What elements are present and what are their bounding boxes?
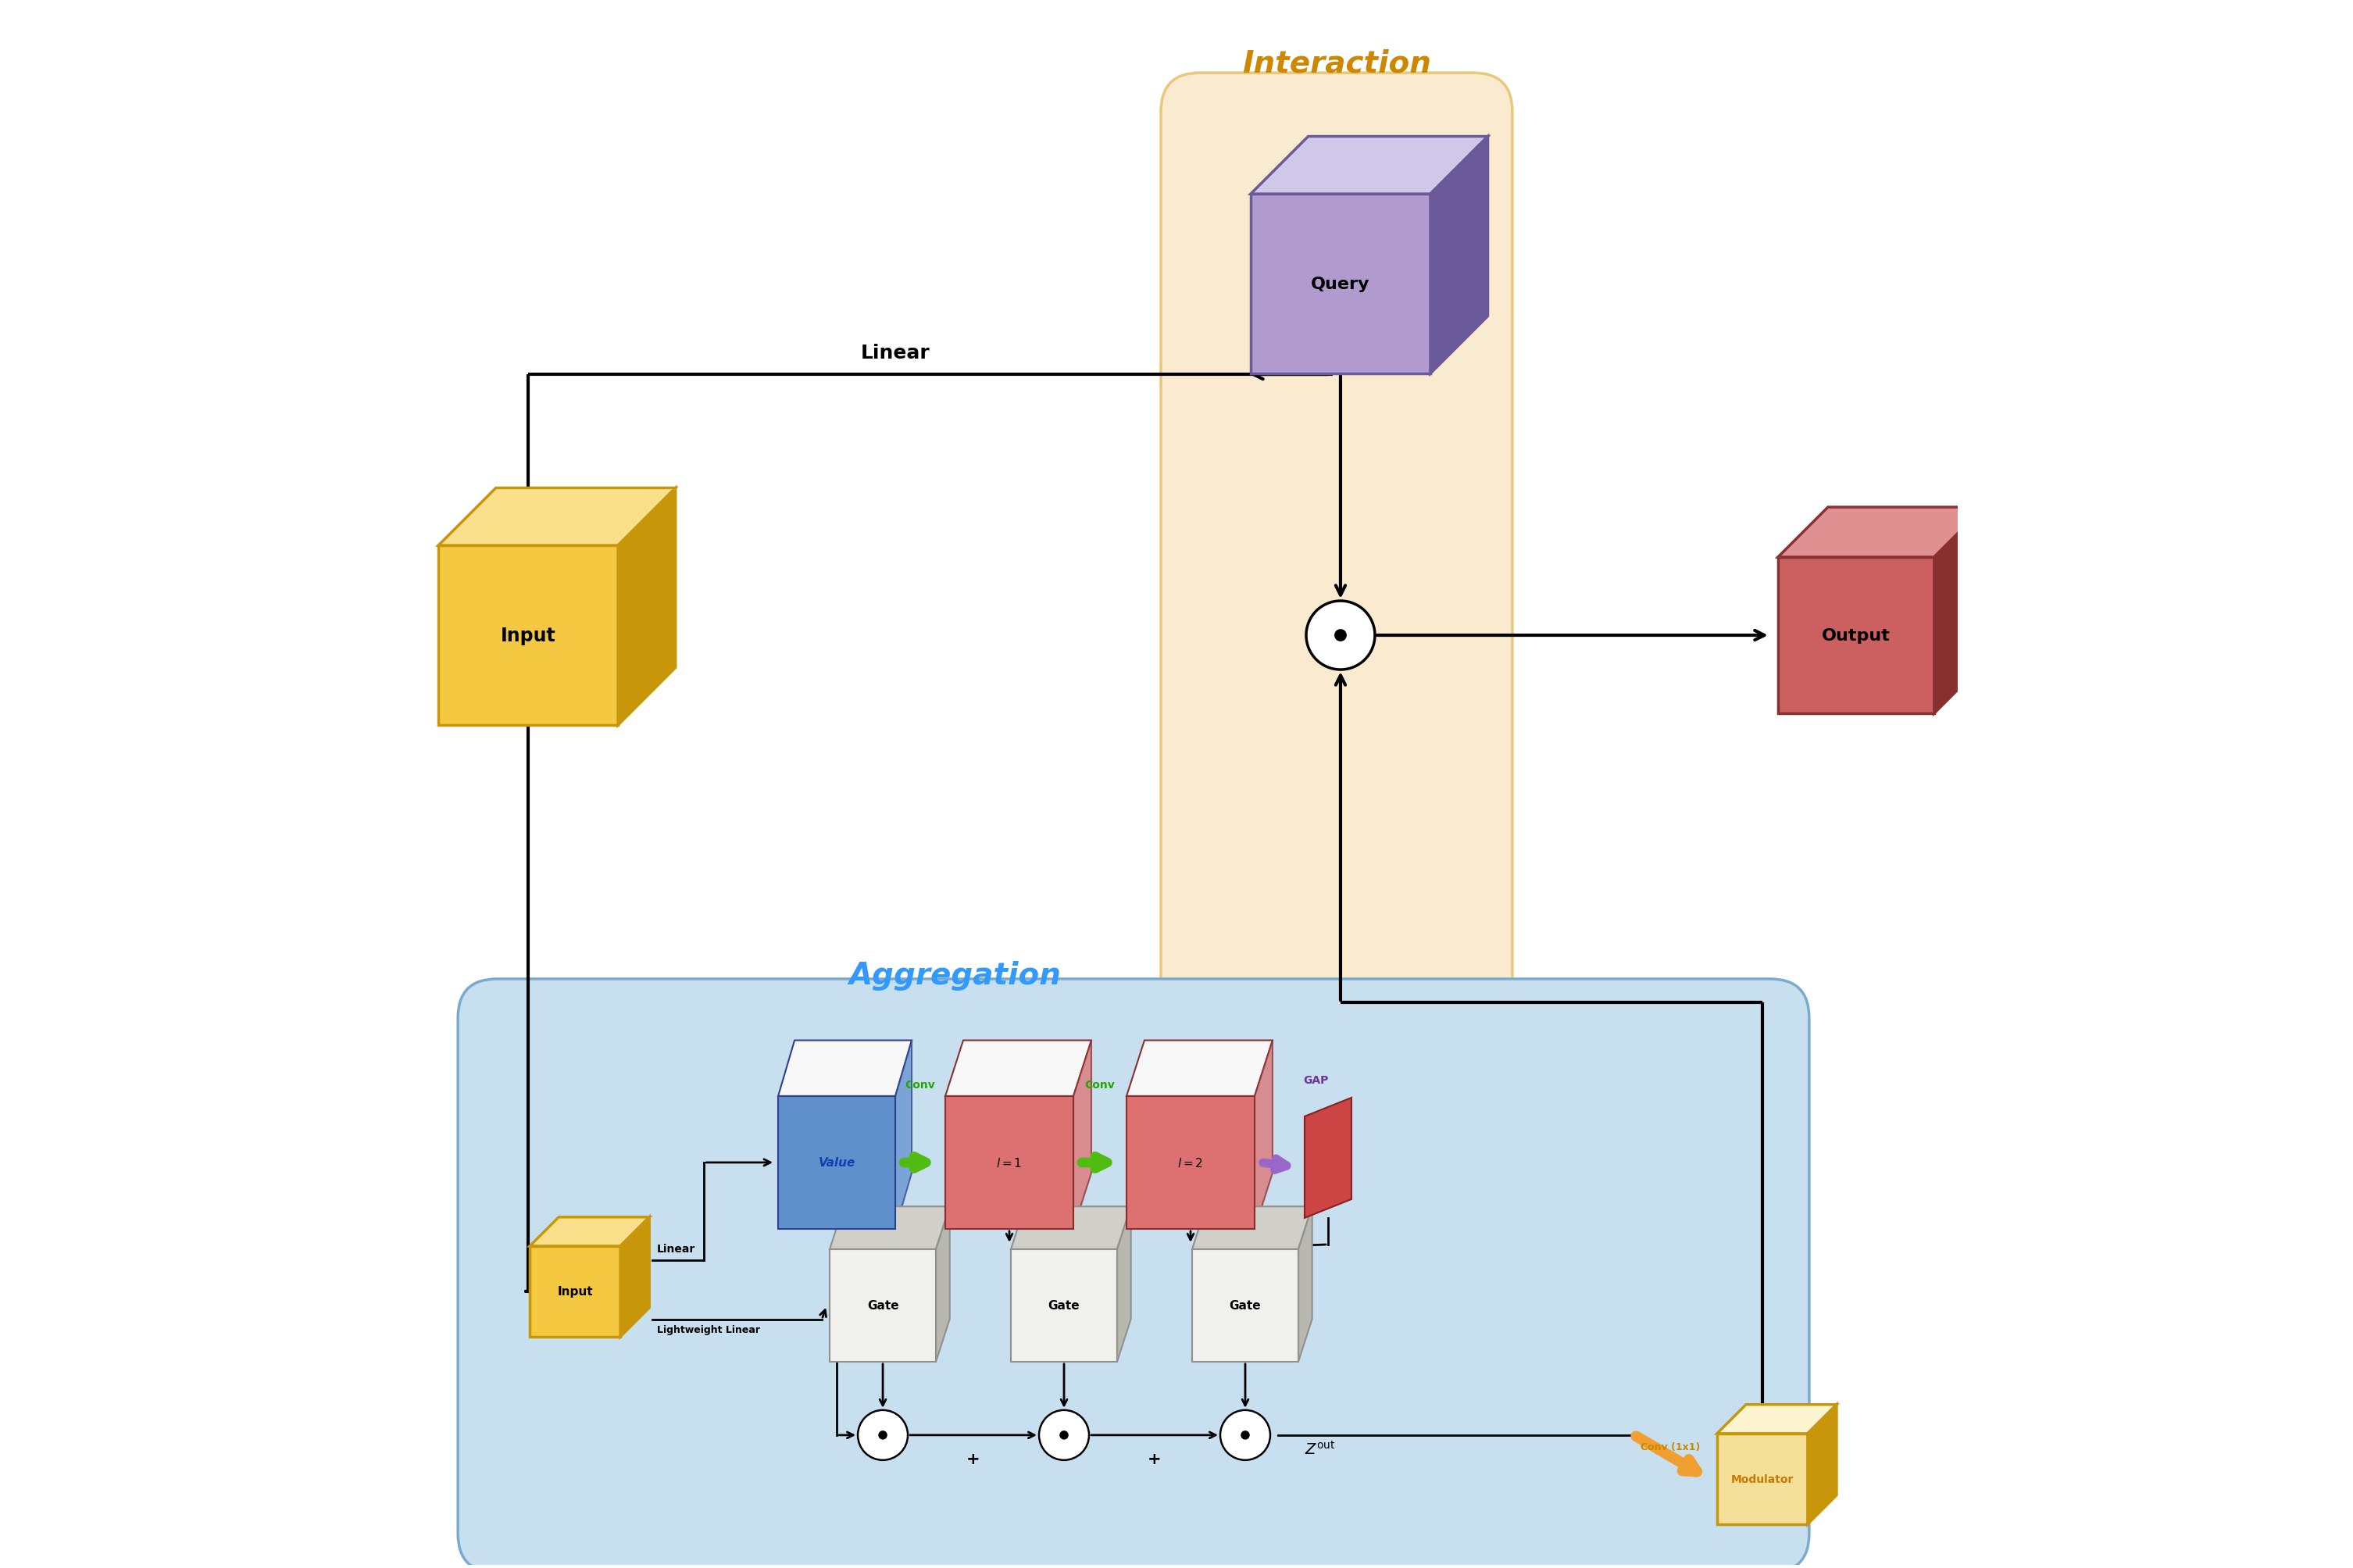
Text: $l=1$: $l=1$	[995, 1157, 1021, 1168]
Circle shape	[1059, 1430, 1068, 1439]
Text: $Z^{\mathrm{out}}$: $Z^{\mathrm{out}}$	[1304, 1439, 1334, 1457]
Polygon shape	[831, 1207, 951, 1250]
Text: Modulator: Modulator	[1732, 1474, 1793, 1485]
Polygon shape	[936, 1207, 951, 1361]
Text: Aggregation: Aggregation	[849, 961, 1061, 989]
Polygon shape	[1807, 1405, 1838, 1524]
Text: Interaction: Interaction	[1242, 49, 1431, 78]
Text: Query: Query	[1311, 276, 1369, 292]
Text: Gate: Gate	[866, 1300, 899, 1311]
Text: +: +	[1148, 1450, 1162, 1466]
Polygon shape	[1252, 194, 1431, 375]
Text: Linear: Linear	[656, 1243, 696, 1254]
FancyBboxPatch shape	[946, 1096, 1073, 1229]
Polygon shape	[1934, 508, 1984, 713]
FancyBboxPatch shape	[779, 1096, 894, 1229]
Polygon shape	[1779, 508, 1984, 558]
Text: Linear: Linear	[861, 343, 929, 362]
FancyBboxPatch shape	[1127, 1096, 1254, 1229]
Polygon shape	[894, 1041, 911, 1229]
Polygon shape	[1118, 1207, 1132, 1361]
Text: Input: Input	[501, 626, 555, 644]
Text: Conv: Conv	[1085, 1079, 1115, 1090]
Polygon shape	[621, 1217, 649, 1338]
Text: Input: Input	[558, 1286, 593, 1297]
Circle shape	[878, 1430, 887, 1439]
FancyBboxPatch shape	[459, 978, 1809, 1568]
Circle shape	[859, 1410, 908, 1460]
Polygon shape	[619, 488, 675, 726]
Text: Output: Output	[1821, 627, 1889, 643]
Circle shape	[1240, 1430, 1249, 1439]
Polygon shape	[1254, 1041, 1273, 1229]
Polygon shape	[946, 1041, 1092, 1096]
Polygon shape	[438, 546, 619, 726]
FancyBboxPatch shape	[1193, 1250, 1299, 1361]
Text: Gate: Gate	[1047, 1300, 1080, 1311]
FancyBboxPatch shape	[1012, 1250, 1118, 1361]
Polygon shape	[438, 488, 675, 546]
FancyBboxPatch shape	[831, 1250, 936, 1361]
Circle shape	[1306, 601, 1374, 670]
Text: +: +	[967, 1450, 981, 1466]
Polygon shape	[1431, 136, 1487, 375]
Polygon shape	[529, 1217, 649, 1247]
Polygon shape	[1299, 1207, 1313, 1361]
Polygon shape	[1012, 1207, 1132, 1250]
Text: Lightweight Linear: Lightweight Linear	[656, 1325, 760, 1334]
Text: Conv (1x1): Conv (1x1)	[1640, 1441, 1699, 1452]
Polygon shape	[779, 1041, 911, 1096]
Circle shape	[1334, 629, 1346, 641]
Text: $l=2$: $l=2$	[1176, 1157, 1202, 1168]
Polygon shape	[1252, 136, 1487, 194]
Polygon shape	[529, 1247, 621, 1338]
Polygon shape	[1718, 1433, 1807, 1524]
Circle shape	[1221, 1410, 1271, 1460]
Text: Conv: Conv	[906, 1079, 936, 1090]
Polygon shape	[1193, 1207, 1313, 1250]
Text: GAP: GAP	[1304, 1074, 1327, 1085]
Polygon shape	[1718, 1405, 1838, 1433]
Polygon shape	[1304, 1098, 1351, 1218]
Text: Value: Value	[819, 1157, 854, 1168]
Polygon shape	[1073, 1041, 1092, 1229]
FancyBboxPatch shape	[1160, 74, 1513, 1033]
Polygon shape	[1127, 1041, 1273, 1096]
Text: Gate: Gate	[1228, 1300, 1261, 1311]
Polygon shape	[1779, 558, 1934, 713]
Circle shape	[1040, 1410, 1089, 1460]
